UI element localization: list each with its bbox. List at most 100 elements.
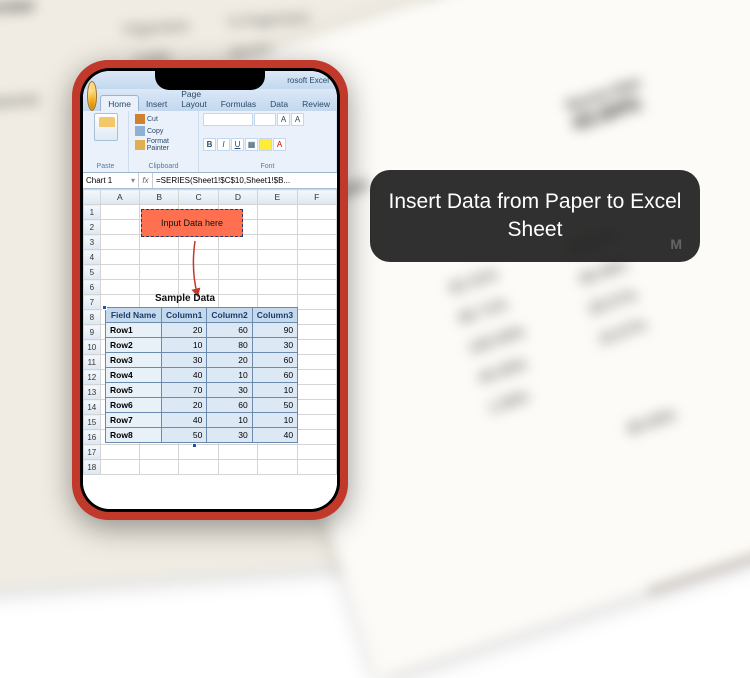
format-painter-button[interactable]: Format Painter	[133, 137, 194, 153]
border-button[interactable]: ▦	[245, 138, 258, 151]
cell[interactable]	[258, 235, 297, 250]
cell[interactable]	[100, 250, 139, 265]
tab-home[interactable]: Home	[100, 95, 139, 111]
font-size-dropdown[interactable]	[254, 113, 276, 126]
copy-button[interactable]: Copy	[133, 125, 194, 137]
row-header[interactable]: 16	[84, 430, 101, 445]
font-color-button[interactable]: A	[273, 138, 286, 151]
phone-screen: rosoft Excel Home Insert Page Layout For…	[83, 71, 337, 509]
cell[interactable]	[139, 265, 178, 280]
cut-button[interactable]: Cut	[133, 113, 194, 125]
cell[interactable]	[139, 250, 178, 265]
cell[interactable]	[258, 265, 297, 280]
row-header[interactable]: 7	[84, 295, 101, 310]
cell[interactable]	[218, 280, 257, 295]
cell[interactable]	[297, 370, 336, 385]
worksheet-grid[interactable]: ABCDEF123456789101112131415161718 Input …	[83, 189, 337, 509]
cell[interactable]	[258, 250, 297, 265]
tab-formulas[interactable]: Formulas	[214, 96, 263, 111]
row-header[interactable]: 2	[84, 220, 101, 235]
data-cell: 20	[162, 398, 207, 413]
cell[interactable]	[297, 340, 336, 355]
cell[interactable]	[218, 265, 257, 280]
cell[interactable]	[297, 220, 336, 235]
cell[interactable]	[139, 460, 178, 475]
row-header[interactable]: 3	[84, 235, 101, 250]
row-header[interactable]: 17	[84, 445, 101, 460]
cell[interactable]	[297, 310, 336, 325]
col-header[interactable]: C	[179, 190, 218, 205]
selection-handle-tl[interactable]	[102, 305, 107, 310]
cell[interactable]	[297, 400, 336, 415]
row-header[interactable]: 12	[84, 370, 101, 385]
cell[interactable]	[100, 445, 139, 460]
cell[interactable]	[100, 235, 139, 250]
cell[interactable]	[139, 445, 178, 460]
italic-button[interactable]: I	[217, 138, 230, 151]
cell[interactable]	[297, 265, 336, 280]
fill-color-button[interactable]	[259, 138, 272, 151]
row-header[interactable]: 9	[84, 325, 101, 340]
bold-button[interactable]: B	[203, 138, 216, 151]
cell[interactable]	[179, 445, 218, 460]
underline-button[interactable]: U	[231, 138, 244, 151]
cell[interactable]	[258, 460, 297, 475]
grow-font-button[interactable]: A	[277, 113, 290, 126]
cell[interactable]	[297, 385, 336, 400]
cell[interactable]	[218, 445, 257, 460]
s2r4a: 40.00%	[476, 355, 529, 386]
row-header[interactable]: 1	[84, 205, 101, 220]
row-header[interactable]: 15	[84, 415, 101, 430]
cell[interactable]	[218, 250, 257, 265]
cell[interactable]	[297, 295, 336, 310]
row-header[interactable]: 10	[84, 340, 101, 355]
cell[interactable]	[100, 205, 139, 220]
col-header[interactable]: E	[258, 190, 297, 205]
col-header[interactable]: B	[139, 190, 178, 205]
row-header[interactable]: 18	[84, 460, 101, 475]
cell[interactable]	[297, 355, 336, 370]
col-header[interactable]: A	[100, 190, 139, 205]
cell[interactable]	[100, 265, 139, 280]
row-header[interactable]: 5	[84, 265, 101, 280]
cell[interactable]	[297, 430, 336, 445]
sheet1-col-pageviews: Pageviews	[123, 17, 190, 37]
tab-review[interactable]: Review	[295, 96, 337, 111]
font-family-dropdown[interactable]	[203, 113, 253, 126]
row-header[interactable]: 6	[84, 280, 101, 295]
cell[interactable]	[297, 205, 336, 220]
cell[interactable]	[258, 220, 297, 235]
row-header[interactable]: 4	[84, 250, 101, 265]
selection-handle-bm[interactable]	[192, 443, 197, 448]
col-header[interactable]: F	[297, 190, 336, 205]
cell[interactable]	[297, 280, 336, 295]
row-header[interactable]: 14	[84, 400, 101, 415]
row-header[interactable]: 11	[84, 355, 101, 370]
paste-icon[interactable]	[94, 113, 118, 141]
cell[interactable]	[258, 445, 297, 460]
cell[interactable]	[258, 280, 297, 295]
row-header[interactable]: 8	[84, 310, 101, 325]
shrink-font-button[interactable]: A	[291, 113, 304, 126]
cell[interactable]	[218, 460, 257, 475]
cell[interactable]	[100, 280, 139, 295]
cell[interactable]	[297, 415, 336, 430]
cell[interactable]	[100, 460, 139, 475]
cell[interactable]	[297, 325, 336, 340]
cell[interactable]	[297, 250, 336, 265]
name-box[interactable]: Chart 1▾	[83, 173, 139, 188]
col-header[interactable]: D	[218, 190, 257, 205]
tab-insert[interactable]: Insert	[139, 96, 174, 111]
cell[interactable]	[100, 220, 139, 235]
cell[interactable]	[297, 235, 336, 250]
fx-icon[interactable]: fx	[139, 173, 153, 188]
office-button[interactable]	[87, 81, 97, 111]
formula-input[interactable]: =SERIES(Sheet1!$C$10,Sheet1!$B...	[153, 173, 337, 188]
cell[interactable]	[258, 205, 297, 220]
row-header[interactable]: 13	[84, 385, 101, 400]
cell[interactable]	[297, 460, 336, 475]
cell[interactable]	[179, 460, 218, 475]
cell[interactable]	[297, 445, 336, 460]
tab-data[interactable]: Data	[263, 96, 295, 111]
sheet1-col-pct: % Pageviews	[227, 9, 310, 30]
